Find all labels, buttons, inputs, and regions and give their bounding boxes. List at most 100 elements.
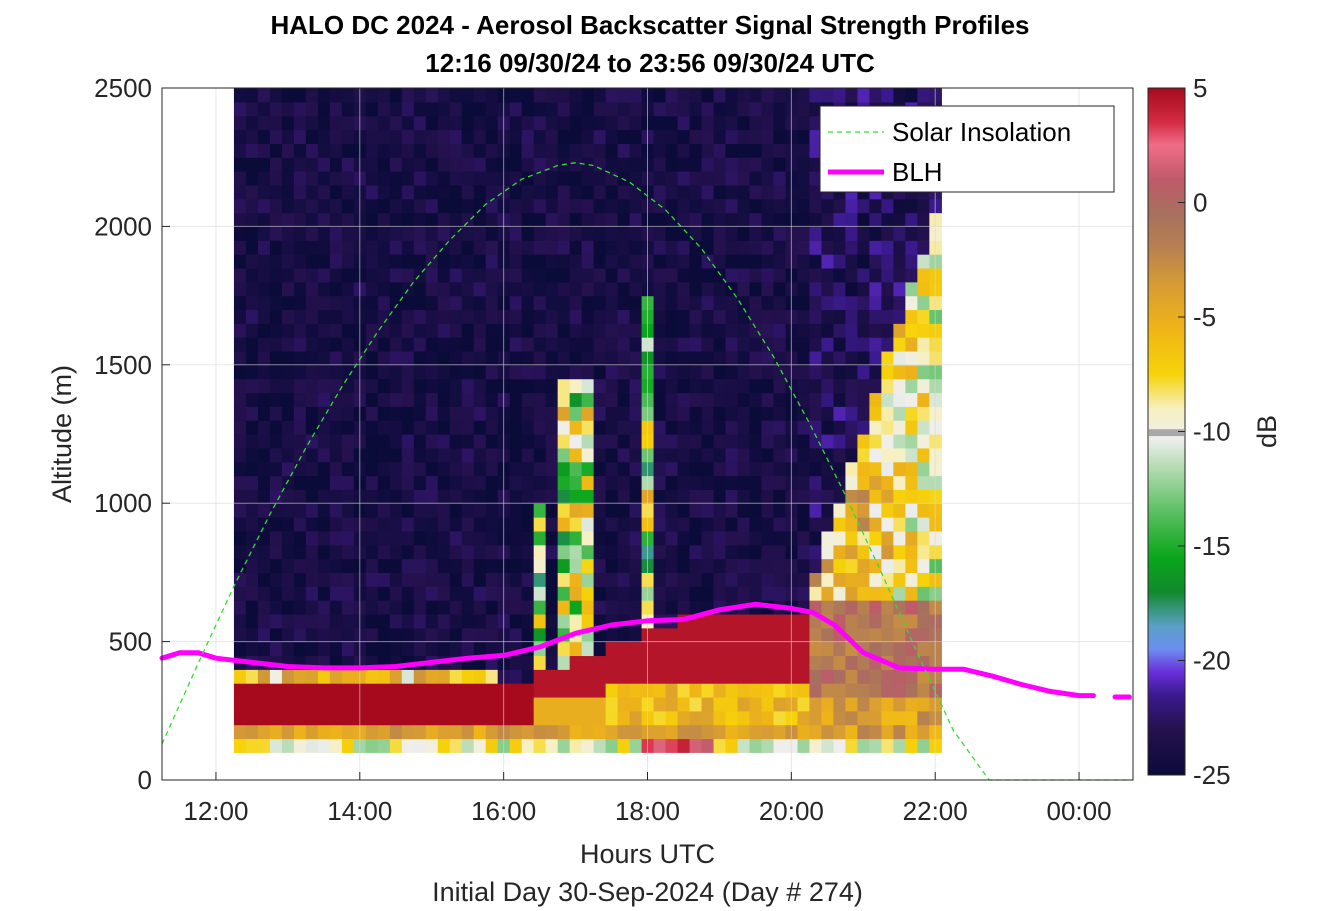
heatmap-cell: [869, 738, 882, 753]
heatmap-cell: [329, 184, 343, 200]
heatmap-cell: [449, 267, 463, 283]
heatmap-cell: [761, 447, 775, 463]
heatmap-cell: [377, 696, 391, 712]
heatmap-cell: [305, 115, 319, 131]
heatmap-cell: [437, 364, 451, 380]
heatmap-cell: [233, 295, 247, 311]
heatmap-cell: [569, 157, 583, 172]
heatmap-cell: [425, 295, 439, 311]
heatmap-cell: [473, 295, 487, 311]
heatmap-cell: [917, 88, 930, 103]
heatmap-cell: [245, 434, 259, 449]
heatmap-cell: [809, 337, 823, 352]
heatmap-cell: [245, 337, 259, 352]
heatmap-cell: [761, 115, 775, 131]
heatmap-cell: [917, 337, 930, 352]
heatmap-cell: [233, 281, 247, 297]
heatmap-cell: [893, 503, 906, 518]
heatmap-cell: [773, 406, 787, 421]
heatmap-cell: [533, 184, 547, 200]
heatmap-cell: [365, 198, 379, 214]
heatmap-cell: [905, 378, 918, 394]
heatmap-cell: [653, 157, 667, 172]
heatmap-cell: [809, 101, 823, 117]
heatmap-cell: [377, 364, 391, 380]
heatmap-cell: [761, 489, 775, 504]
heatmap-cell: [317, 572, 331, 587]
heatmap-cell: [437, 447, 451, 463]
heatmap-cell: [857, 503, 870, 518]
heatmap-cell: [737, 212, 751, 227]
heatmap-cell: [737, 157, 751, 172]
heatmap-cell: [473, 198, 487, 214]
heatmap-cell: [389, 434, 403, 449]
heatmap-cell: [293, 267, 307, 283]
heatmap-cell: [269, 364, 283, 380]
heatmap-cell: [809, 198, 823, 214]
heatmap-cell: [509, 88, 523, 103]
heatmap-cell: [461, 212, 475, 227]
heatmap-cell: [449, 406, 463, 421]
heatmap-cell: [653, 88, 667, 103]
heatmap-cell: [461, 586, 475, 601]
heatmap-cell: [413, 226, 427, 241]
heatmap-cell: [593, 530, 607, 546]
heatmap-cell: [305, 184, 319, 200]
heatmap-cell: [845, 323, 859, 338]
heatmap-cell: [509, 392, 523, 407]
heatmap-cell: [425, 586, 439, 601]
heatmap-cell: [485, 254, 499, 269]
heatmap-cell: [341, 212, 355, 227]
heatmap-cell: [329, 198, 343, 214]
heatmap-cell: [569, 143, 583, 158]
heatmap-cell: [581, 544, 595, 560]
heatmap-cell: [581, 184, 595, 200]
heatmap-cell: [341, 517, 355, 532]
heatmap-cell: [665, 627, 679, 643]
heatmap-cell: [881, 738, 894, 753]
heatmap-cell: [389, 696, 403, 712]
heatmap-cell: [629, 212, 643, 227]
heatmap-cell: [509, 683, 523, 698]
heatmap-cell: [725, 198, 739, 214]
heatmap-cell: [761, 669, 775, 684]
heatmap-cell: [797, 129, 811, 144]
heatmap-cell: [881, 295, 894, 311]
heatmap-cell: [821, 240, 835, 255]
heatmap-cell: [485, 406, 499, 421]
heatmap-cell: [533, 157, 547, 172]
heatmap-cell: [557, 655, 571, 670]
heatmap-cell: [461, 364, 475, 380]
heatmap-cell: [773, 669, 787, 684]
heatmap-cell: [581, 88, 595, 103]
heatmap-cell: [749, 129, 763, 144]
heatmap-cell: [485, 115, 499, 131]
heatmap-cell: [257, 586, 271, 601]
heatmap-cell: [881, 88, 894, 103]
heatmap-cell: [509, 143, 523, 158]
heatmap-cell: [725, 309, 739, 324]
heatmap-cell: [893, 226, 906, 241]
heatmap-cell: [485, 226, 499, 241]
heatmap-cell: [245, 669, 259, 684]
heatmap-cell: [293, 101, 307, 117]
heatmap-cell: [917, 309, 930, 324]
heatmap-cell: [293, 115, 307, 131]
heatmap-cell: [689, 600, 703, 615]
heatmap-cell: [365, 683, 379, 698]
heatmap-cell: [737, 281, 751, 297]
heatmap-cell: [545, 461, 559, 477]
heatmap-cell: [761, 530, 775, 546]
heatmap-cell: [845, 669, 859, 684]
heatmap-cell: [749, 558, 763, 573]
heatmap-cell: [401, 489, 415, 504]
heatmap-cell: [365, 489, 379, 504]
heatmap-cell: [281, 364, 295, 380]
heatmap-cell: [545, 558, 559, 573]
heatmap-cell: [821, 558, 835, 573]
heatmap-cell: [905, 530, 918, 546]
heatmap-cell: [545, 364, 559, 380]
heatmap-cell: [425, 641, 439, 657]
heatmap-cell: [401, 198, 415, 214]
heatmap-cell: [689, 323, 703, 338]
